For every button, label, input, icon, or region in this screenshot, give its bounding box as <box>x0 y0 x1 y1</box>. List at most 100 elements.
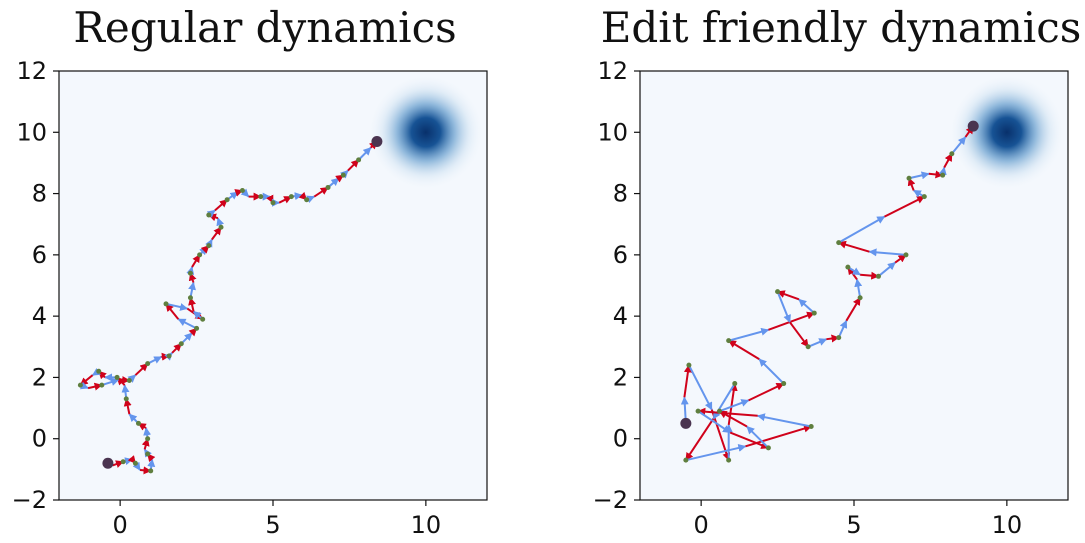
trajectory-point <box>197 252 203 258</box>
trajectory-point <box>356 157 362 163</box>
blue-arrow <box>188 281 196 298</box>
y-tick-label: 4 <box>613 302 628 330</box>
trajectory-point <box>811 310 817 316</box>
red-arrow <box>768 311 816 331</box>
trajectory-point <box>187 270 193 276</box>
y-tick-label: 12 <box>16 57 47 85</box>
trajectory-point <box>187 295 193 301</box>
trajectory-point <box>836 240 842 246</box>
trajectory-point <box>340 172 346 178</box>
panel-regular: Regular dynamics −2 0 2 4 6 8 10 12 0 5 10 <box>12 3 488 539</box>
trajectory-point <box>732 381 738 387</box>
red-arrow <box>718 410 748 428</box>
trajectory-point <box>726 457 732 463</box>
y-tick-label: 4 <box>32 302 47 330</box>
blue-arrow <box>868 248 907 257</box>
trajectory-point <box>726 338 732 344</box>
x-tick-label: 5 <box>846 511 861 539</box>
trajectory-point <box>906 175 912 181</box>
red-arrow <box>685 418 715 461</box>
red-arrow <box>165 303 180 320</box>
blue-arrow <box>776 291 791 323</box>
trajectory-point <box>145 451 151 457</box>
y-tick-label: 2 <box>613 363 628 391</box>
end-point <box>967 120 979 132</box>
y-tick-label: 10 <box>16 118 47 146</box>
trajectory-point <box>805 344 811 350</box>
red-arrow <box>313 186 329 198</box>
y-tick-label: 8 <box>32 180 47 208</box>
trajectory-point <box>135 420 141 426</box>
trajectory-point <box>857 295 863 301</box>
blue-arrow <box>728 327 770 342</box>
y-tick-label: 0 <box>613 425 628 453</box>
trajectory-point <box>875 273 881 279</box>
y-tick-label: 0 <box>32 425 47 453</box>
trajectory-point <box>163 301 169 307</box>
red-arrow <box>683 364 692 398</box>
trajectory-point <box>765 445 771 451</box>
trajectory-point <box>304 197 310 203</box>
red-arrow <box>347 159 360 172</box>
trajectory-point <box>686 362 692 368</box>
red-arrow <box>697 407 758 417</box>
blue-arrow <box>758 358 785 385</box>
red-arrow <box>845 297 861 322</box>
trajectory-point <box>206 243 212 249</box>
blue-arrow <box>177 318 198 330</box>
blue-arrow <box>837 319 848 339</box>
red-arrow <box>789 321 809 348</box>
start-point <box>680 417 692 429</box>
blue-arrow <box>719 399 750 413</box>
y-tick-label: 8 <box>613 180 628 208</box>
trajectory-point <box>940 172 946 178</box>
start-point <box>102 457 114 469</box>
y-tick-label: −2 <box>12 486 47 514</box>
trajectory-point <box>145 436 151 442</box>
blue-arrow <box>746 425 770 449</box>
y-tick-label: 10 <box>597 118 628 146</box>
trajectory-point <box>845 264 851 270</box>
trajectory-point <box>325 184 331 190</box>
trajectory-point <box>77 382 83 388</box>
y-tick-label: 2 <box>32 363 47 391</box>
x-tick-label: 0 <box>113 511 128 539</box>
blue-arrow <box>685 444 747 462</box>
panel-edit-friendly: Edit friendly dynamics −2 0 2 4 6 8 10 12 0 5 10 <box>593 3 1082 539</box>
blue-arrow <box>165 302 189 311</box>
blue-arrow <box>951 136 967 155</box>
trajectory-point <box>166 353 172 359</box>
trajectory-point <box>949 151 955 157</box>
red-arrow <box>776 290 800 301</box>
blue-arrow <box>688 364 713 411</box>
trajectory-point <box>178 341 184 347</box>
red-arrow <box>860 271 880 280</box>
axis-ticks: −2 0 2 4 6 8 10 12 0 5 10 <box>593 57 1023 539</box>
trajectory-point <box>96 368 102 374</box>
chart-title: Edit friendly dynamics <box>601 3 1082 52</box>
red-arrow <box>123 398 132 415</box>
trajectory-point <box>194 325 200 331</box>
blue-arrow <box>854 278 863 298</box>
y-tick-label: −2 <box>593 486 628 514</box>
x-tick-label: 5 <box>265 511 280 539</box>
red-arrow <box>729 431 770 449</box>
trajectory-point <box>126 377 132 383</box>
red-arrow <box>134 362 149 376</box>
trajectory-point <box>206 212 212 218</box>
red-arrow <box>727 339 760 360</box>
trajectory-point <box>132 460 138 466</box>
blue-arrow <box>697 410 731 434</box>
red-arrow <box>837 240 870 253</box>
trajectory-point <box>218 224 224 230</box>
blue-arrow <box>807 338 828 348</box>
y-tick-label: 6 <box>32 241 47 269</box>
trajectory-point <box>695 408 701 414</box>
blue-arrow <box>877 261 896 278</box>
trajectory-point <box>120 459 126 465</box>
trajectory-point <box>775 289 781 295</box>
trajectory-point <box>224 197 230 203</box>
trajectory-point <box>99 382 105 388</box>
trajectory-point <box>808 423 814 429</box>
